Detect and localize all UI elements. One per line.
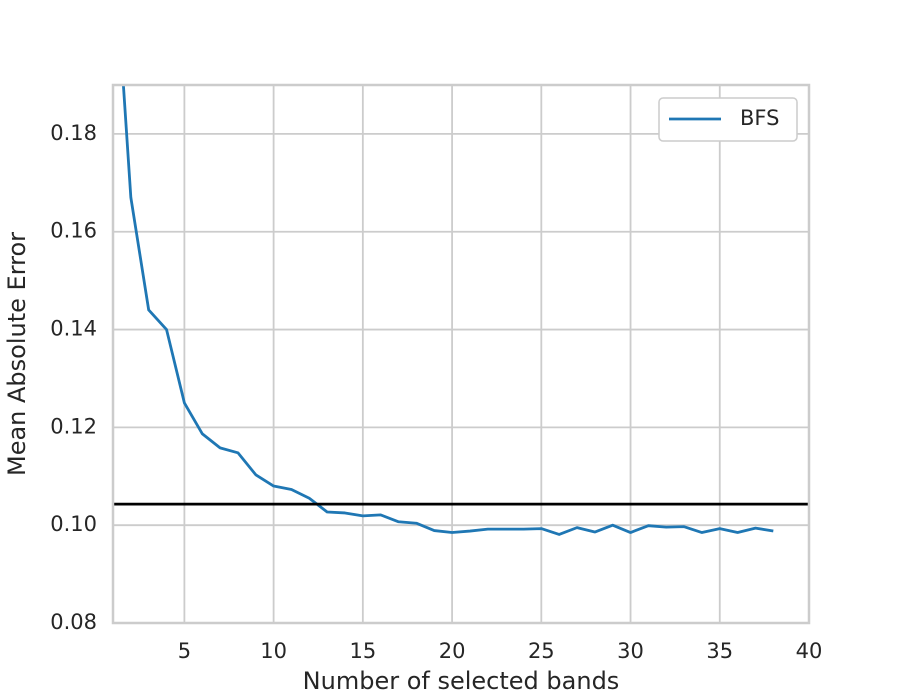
x-tick-label: 40 xyxy=(796,639,823,663)
x-tick-label: 35 xyxy=(706,639,733,663)
x-tick-label: 15 xyxy=(349,639,376,663)
plot-frame xyxy=(111,83,811,625)
x-tick-label: 10 xyxy=(260,639,287,663)
y-tick-label: 0.16 xyxy=(50,219,97,243)
y-tick-label: 0.10 xyxy=(50,512,97,536)
y-tick-label: 0.14 xyxy=(50,317,97,341)
x-tick-label: 20 xyxy=(439,639,466,663)
data-line xyxy=(121,85,774,536)
legend-box xyxy=(658,97,798,142)
legend-label: BFS xyxy=(740,106,779,130)
x-axis-label: Number of selected bands xyxy=(303,667,620,695)
y-tick-label: 0.08 xyxy=(50,610,97,634)
y-axis-label: Mean Absolute Error xyxy=(3,232,31,476)
y-tick-label: 0.18 xyxy=(50,121,97,145)
x-tick-label: 5 xyxy=(178,639,191,663)
y-tick-label: 0.12 xyxy=(50,414,97,438)
x-tick-label: 25 xyxy=(528,639,555,663)
x-tick-label: 30 xyxy=(617,639,644,663)
